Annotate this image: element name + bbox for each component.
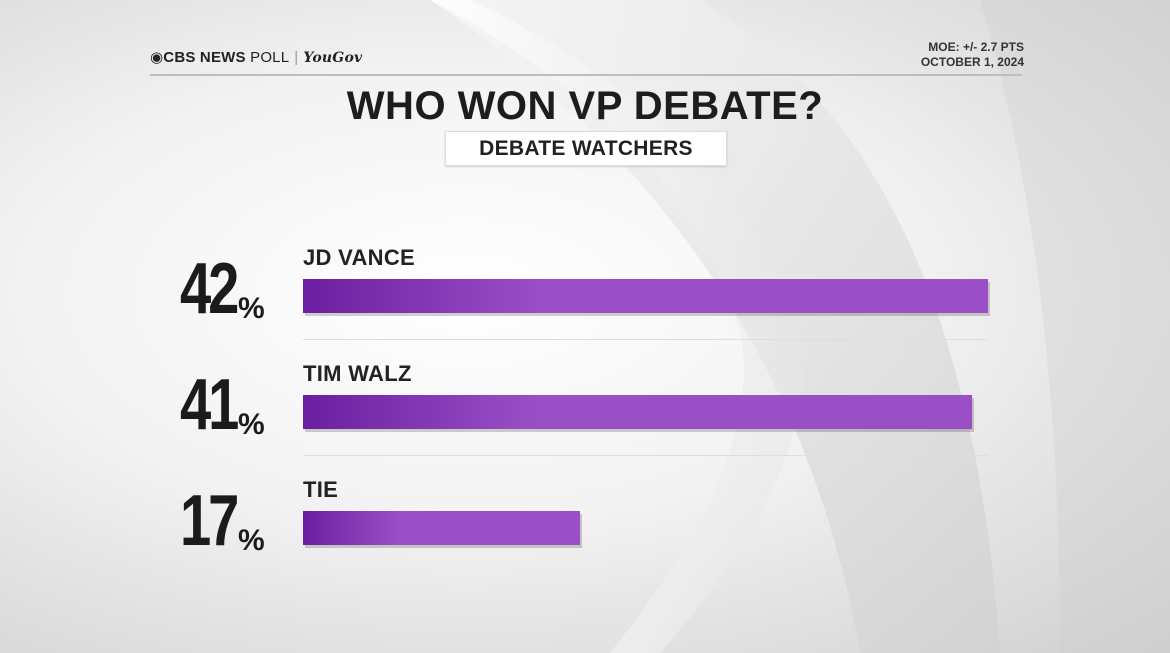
row-separator-1 <box>303 455 988 456</box>
percent-sign-2: % <box>238 524 265 557</box>
bar-label-0: JD VANCE <box>303 245 416 270</box>
row-separator-0 <box>303 339 988 340</box>
bar-label-1: TIM WALZ <box>303 361 412 386</box>
value-number-0: 42 <box>180 249 239 329</box>
cbs-eye-icon: ◉ <box>150 49 164 66</box>
bar-0 <box>303 279 988 313</box>
subtitle-box: DEBATE WATCHERS <box>445 131 727 166</box>
bar-1 <box>303 395 972 429</box>
brand-partner: YouGov <box>303 50 363 66</box>
brand-separator: | <box>294 49 299 66</box>
value-number-2: 17 <box>180 481 239 561</box>
margin-of-error: MOE: +/- 2.7 PTS <box>928 40 1024 54</box>
value-label-1: 41% <box>180 365 265 445</box>
brand-lockup: ◉CBS NEWS POLL | YouGov <box>150 48 362 66</box>
brand-secondary: POLL <box>250 49 290 66</box>
value-label-0: 42% <box>180 249 265 329</box>
bar-label-2: TIE <box>303 477 339 502</box>
chart-subtitle: DEBATE WATCHERS <box>479 137 693 160</box>
poll-meta: MOE: +/- 2.7 PTS OCTOBER 1, 2024 <box>921 40 1024 70</box>
chart-title: WHO WON VP DEBATE? <box>346 84 824 128</box>
poll-date: OCTOBER 1, 2024 <box>920 55 1024 69</box>
value-number-1: 41 <box>180 365 239 445</box>
percent-sign-1: % <box>238 408 265 441</box>
bar-2 <box>303 511 580 545</box>
percent-sign-0: % <box>238 292 265 325</box>
brand-primary: CBS NEWS <box>163 49 246 66</box>
header-divider <box>150 74 1022 76</box>
value-label-2: 17% <box>180 481 265 561</box>
